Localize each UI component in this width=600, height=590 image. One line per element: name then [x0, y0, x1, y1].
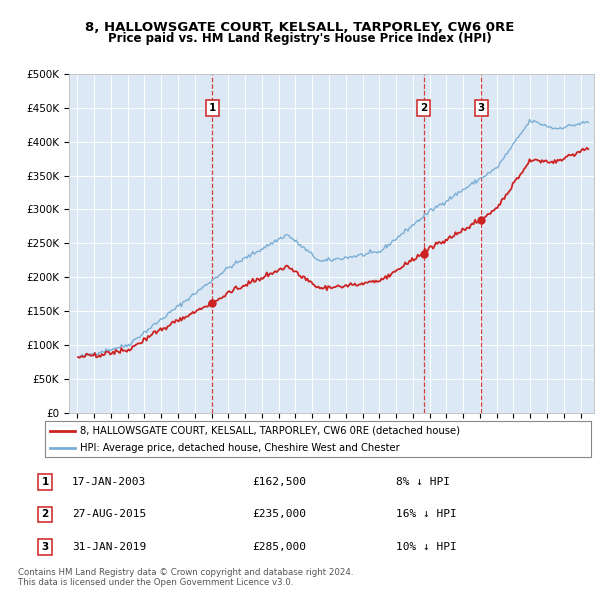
Text: £235,000: £235,000	[252, 510, 306, 519]
Text: 8% ↓ HPI: 8% ↓ HPI	[396, 477, 450, 487]
Text: Price paid vs. HM Land Registry's House Price Index (HPI): Price paid vs. HM Land Registry's House …	[108, 32, 492, 45]
Text: 1: 1	[41, 477, 49, 487]
Text: 27-AUG-2015: 27-AUG-2015	[72, 510, 146, 519]
Text: 8, HALLOWSGATE COURT, KELSALL, TARPORLEY, CW6 0RE: 8, HALLOWSGATE COURT, KELSALL, TARPORLEY…	[85, 21, 515, 34]
Text: 8, HALLOWSGATE COURT, KELSALL, TARPORLEY, CW6 0RE (detached house): 8, HALLOWSGATE COURT, KELSALL, TARPORLEY…	[80, 426, 460, 436]
Text: £285,000: £285,000	[252, 542, 306, 552]
Text: £162,500: £162,500	[252, 477, 306, 487]
Text: HPI: Average price, detached house, Cheshire West and Chester: HPI: Average price, detached house, Ches…	[80, 443, 400, 453]
Text: 2: 2	[41, 510, 49, 519]
Text: 3: 3	[478, 103, 485, 113]
Text: 2: 2	[420, 103, 427, 113]
Text: 31-JAN-2019: 31-JAN-2019	[72, 542, 146, 552]
Text: 16% ↓ HPI: 16% ↓ HPI	[396, 510, 457, 519]
Text: 1: 1	[209, 103, 216, 113]
Text: 3: 3	[41, 542, 49, 552]
Text: 17-JAN-2003: 17-JAN-2003	[72, 477, 146, 487]
Text: 10% ↓ HPI: 10% ↓ HPI	[396, 542, 457, 552]
Text: Contains HM Land Registry data © Crown copyright and database right 2024.
This d: Contains HM Land Registry data © Crown c…	[18, 568, 353, 587]
